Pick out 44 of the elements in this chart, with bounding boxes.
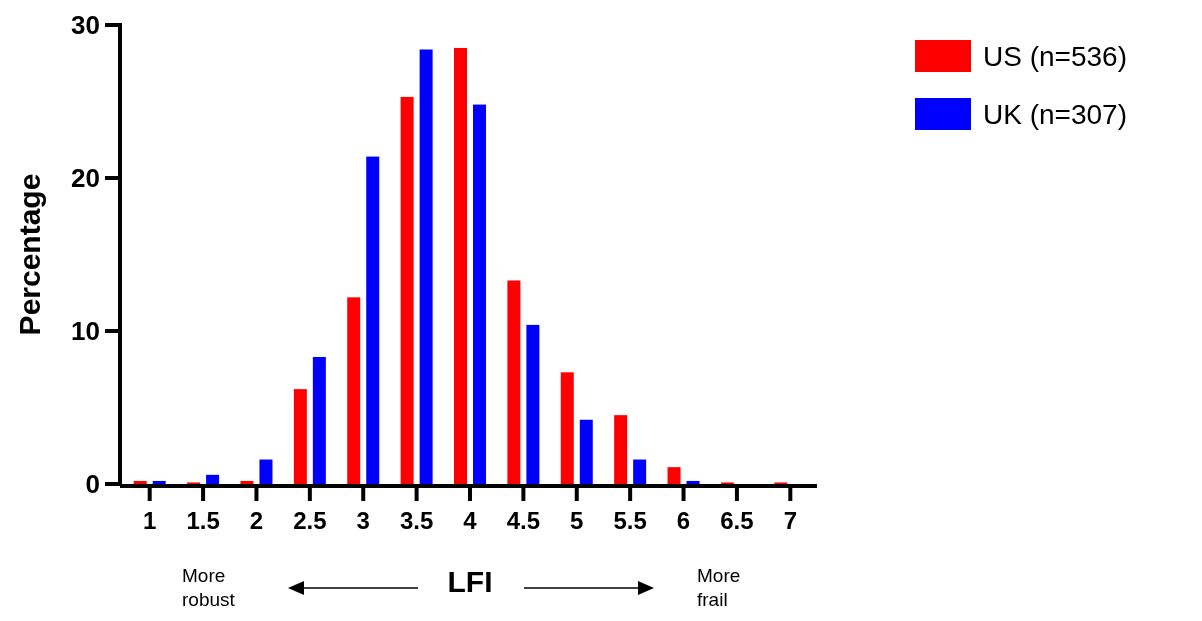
bar <box>526 324 540 484</box>
x-tick-label: 3.5 <box>399 507 434 534</box>
bar <box>473 104 486 484</box>
bar <box>312 357 326 484</box>
bar <box>579 419 593 484</box>
x-tick-label: 5.5 <box>613 507 647 534</box>
bar <box>667 467 681 484</box>
text: More frail <box>697 565 741 610</box>
y-tick-label: 0 <box>85 469 100 500</box>
bar <box>206 474 220 484</box>
x-axis-title: LFI <box>447 565 493 598</box>
x-tick-label: 7 <box>783 507 797 534</box>
bar <box>366 156 380 484</box>
bar <box>400 96 414 484</box>
x-tick-label: 1.5 <box>186 507 220 534</box>
bar <box>507 280 521 484</box>
x-tick-label: 2.5 <box>293 507 327 534</box>
bar <box>152 480 166 484</box>
bar <box>614 415 628 484</box>
x-tick-label: 6 <box>676 507 691 534</box>
x-tick-label: 4.5 <box>506 507 541 534</box>
legend-label: US (n=536) <box>983 40 1127 72</box>
x-tick-label: 6.5 <box>720 507 754 534</box>
bar <box>347 297 361 484</box>
bar <box>419 49 433 484</box>
legend-label: UK (n=307) <box>983 98 1127 130</box>
bar <box>560 372 574 484</box>
bar <box>293 389 307 484</box>
bar <box>454 47 467 484</box>
x-tick-label: 5 <box>570 507 584 534</box>
bar <box>259 459 273 484</box>
bar <box>686 480 700 484</box>
text: More robust <box>182 565 236 610</box>
y-tick-label: 20 <box>71 163 100 194</box>
x-tick-label: 2 <box>249 507 264 534</box>
x-tick-label: 1 <box>143 507 157 534</box>
y-axis-title: Percentage <box>13 173 46 336</box>
y-tick-label: 30 <box>71 10 100 41</box>
bar <box>133 480 147 484</box>
x-tick-label: 4 <box>463 507 478 534</box>
bar <box>633 459 647 484</box>
bar <box>240 480 254 484</box>
x-tick-label: 3 <box>356 507 370 534</box>
y-tick-label: 10 <box>71 316 100 347</box>
